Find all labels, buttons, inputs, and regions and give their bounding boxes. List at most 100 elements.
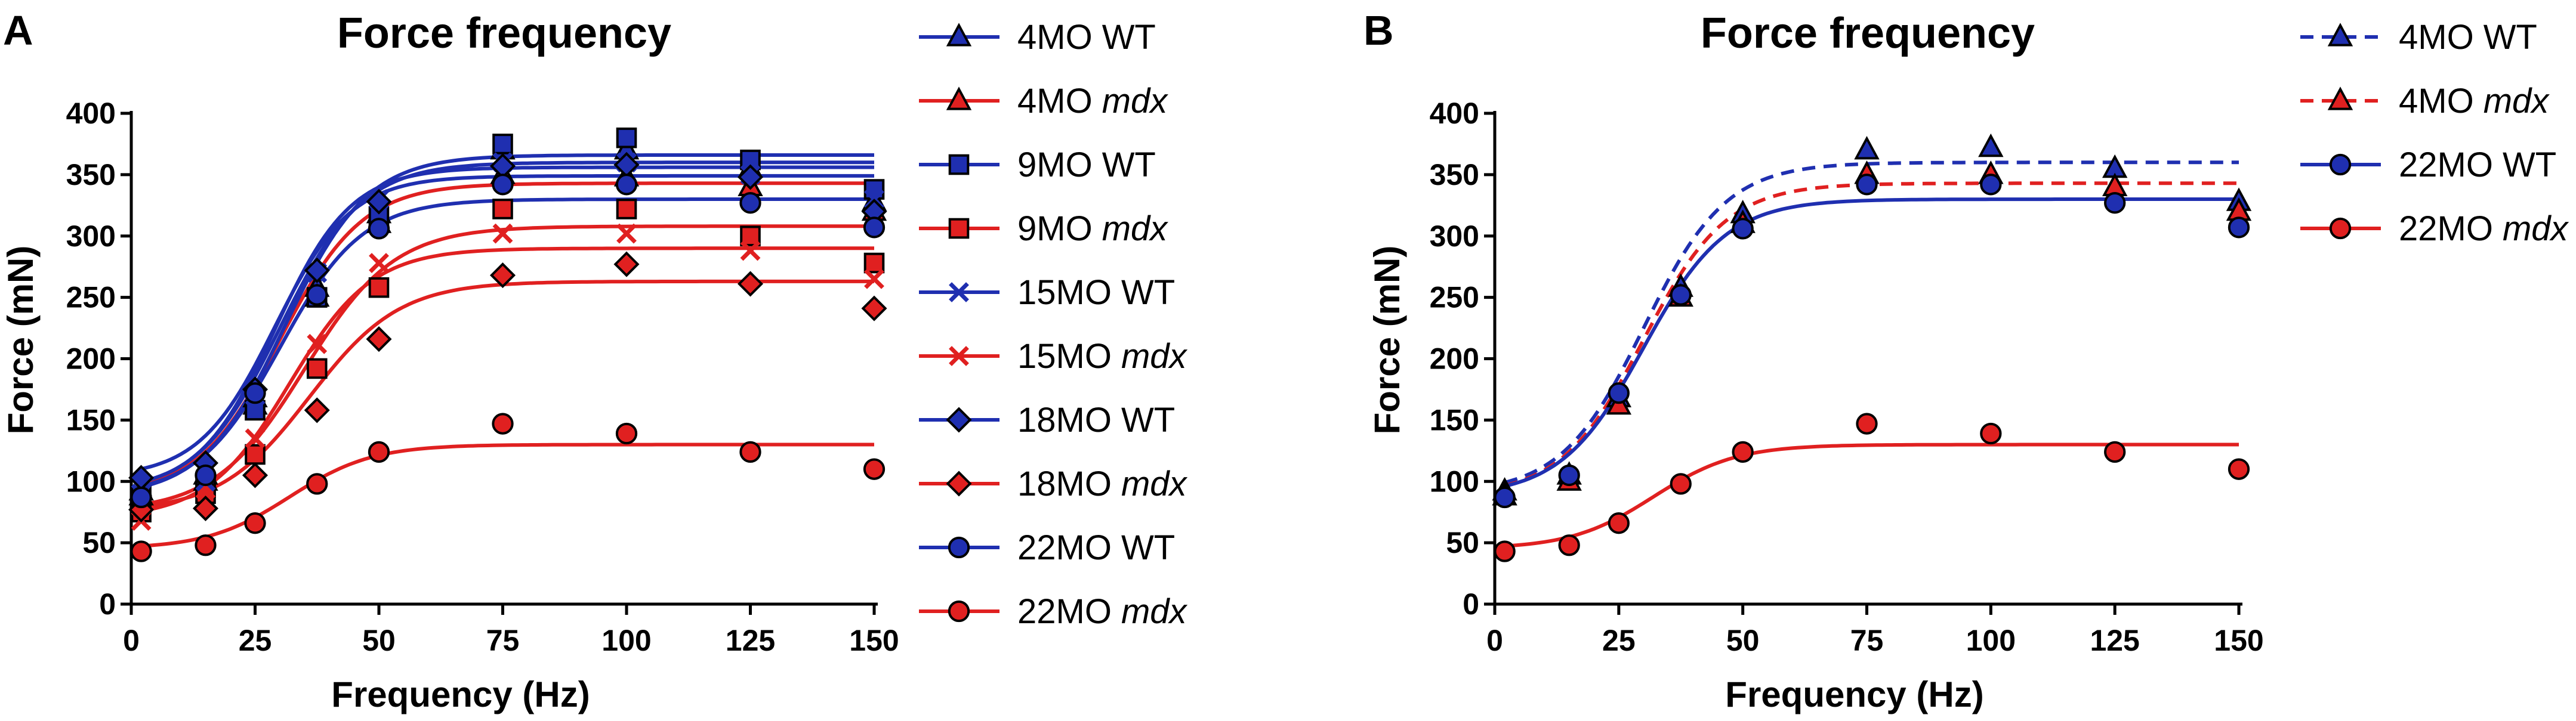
- data-point-22mo-wt: [306, 284, 328, 306]
- legend-label: 4MO WT: [1017, 18, 1156, 57]
- y-tick-label: 150: [1430, 403, 1479, 437]
- legend-age: 18MO: [1017, 465, 1112, 503]
- data-point-18mo-wt: [366, 188, 392, 215]
- legend-item-4mo-mdx: 4MO mdx: [919, 82, 1168, 120]
- data-point-15mo-mdx: [616, 223, 637, 244]
- legend-age: 4MO: [2399, 18, 2474, 57]
- legend-item-15mo-wt: 15MO WT: [919, 273, 1175, 312]
- legend-item-18mo-wt: 18MO WT: [919, 401, 1175, 440]
- x-tick-label: 150: [849, 624, 899, 657]
- legend-genotype: WT: [1121, 273, 1175, 312]
- legend-marker: [946, 471, 972, 497]
- legend-label: 18MO mdx: [1017, 465, 1188, 503]
- data-point-9mo-mdx: [863, 252, 885, 274]
- data-point-22mo-mdx: [1494, 540, 1516, 562]
- data-point-22mo-wt: [1980, 174, 2002, 196]
- data-point-22mo-mdx: [368, 441, 390, 463]
- y-tick-label: 50: [1446, 526, 1479, 559]
- y-tick-label: 200: [66, 342, 116, 376]
- data-point-22mo-wt: [130, 486, 152, 509]
- legend-genotype: mdx: [2503, 209, 2569, 248]
- y-tick-label: 250: [1430, 281, 1479, 314]
- x-tick-label: 75: [1850, 624, 1884, 657]
- data-point-9mo-mdx: [245, 444, 266, 465]
- data-point-22mo-mdx: [739, 441, 761, 463]
- data-point-18mo-mdx: [366, 326, 392, 352]
- legend-label: 15MO mdx: [1017, 337, 1188, 376]
- legend-age: 4MO: [1017, 82, 1093, 120]
- data-point-22mo-mdx: [195, 534, 217, 556]
- legend-genotype: WT: [1121, 401, 1175, 440]
- legend-item-4mo-mdx: 4MO mdx: [2300, 82, 2550, 120]
- legend-age: 4MO: [1017, 18, 1093, 57]
- data-point-9mo-mdx: [616, 199, 637, 219]
- y-tick-label: 200: [1430, 342, 1479, 376]
- y-tick-label: 350: [66, 158, 116, 191]
- legend-age: 9MO: [1017, 209, 1093, 248]
- legend-item-4mo-wt: 4MO WT: [919, 18, 1156, 57]
- legend-marker: [2329, 217, 2352, 240]
- x-axis-label-b: Frequency (Hz): [1725, 674, 1983, 714]
- y-tick-label: 300: [1430, 219, 1479, 253]
- data-point-15mo-mdx: [864, 268, 884, 289]
- y-axis-label-b: Force (mN): [1367, 246, 1407, 435]
- panel-b: B Force frequency 0501001502002503003504…: [1363, 7, 2569, 714]
- y-axis-label-a: Force (mN): [1, 246, 41, 435]
- legend-marker: [948, 218, 970, 239]
- chart-title-b: Force frequency: [1701, 10, 2035, 57]
- legend-item-22mo-mdx: 22MO mdx: [2300, 209, 2569, 248]
- legend-item-18mo-mdx: 18MO mdx: [919, 465, 1188, 503]
- data-point-18mo-mdx: [489, 262, 516, 289]
- legend-marker: [2329, 153, 2352, 176]
- data-point-22mo-mdx: [1670, 473, 1692, 495]
- legend-age: 18MO: [1017, 401, 1112, 440]
- data-point-22mo-wt: [368, 218, 390, 240]
- legend-marker: [946, 86, 972, 110]
- data-point-22mo-wt: [739, 192, 761, 214]
- legend-item-9mo-mdx: 9MO mdx: [919, 209, 1168, 248]
- data-point-22mo-mdx: [1856, 413, 1878, 435]
- data-point-9mo-wt: [492, 134, 513, 154]
- data-point-22mo-wt: [1856, 174, 1878, 196]
- x-tick-label: 25: [239, 624, 272, 657]
- x-tick-label: 150: [2214, 624, 2263, 657]
- data-point-22mo-mdx: [1608, 512, 1630, 534]
- panel-letter-b: B: [1363, 7, 1394, 54]
- x-tick-label: 0: [1486, 624, 1503, 657]
- y-tick-label: 300: [66, 219, 116, 253]
- y-tick-label: 50: [82, 526, 116, 559]
- legend-genotype: mdx: [2484, 82, 2550, 120]
- legend-marker: [948, 600, 970, 623]
- legend-label: 9MO WT: [1017, 146, 1156, 184]
- data-point-22mo-mdx: [2104, 441, 2126, 463]
- fit-curve-4mo-mdx: [1504, 181, 2239, 488]
- y-tick-label: 150: [66, 403, 116, 437]
- legend-label: 4MO WT: [2399, 18, 2537, 57]
- legend-age: 4MO: [2399, 82, 2474, 120]
- y-tick-label: 100: [1430, 465, 1479, 498]
- x-axis-label-a: Frequency (Hz): [331, 674, 590, 714]
- data-point-9mo-mdx: [492, 199, 513, 219]
- data-point-22mo-wt: [1558, 464, 1580, 487]
- data-point-22mo-wt: [1494, 486, 1516, 509]
- data-point-18mo-mdx: [242, 462, 269, 488]
- plot-area-b: 0 50 100 150 200 250 300 350 400 0 25 50 75 100 125 150: [1430, 97, 2264, 657]
- data-point-22mo-wt: [195, 464, 217, 487]
- data-point-18mo-mdx: [861, 295, 887, 321]
- data-point-22mo-wt: [863, 216, 886, 239]
- legend-genotype: WT: [1121, 528, 1175, 567]
- legend-item-22mo-mdx: 22MO mdx: [919, 592, 1188, 631]
- legend-label: 18MO WT: [1017, 401, 1175, 440]
- data-point-22mo-mdx: [1732, 441, 1754, 463]
- legend-b: 4MO WT 4MO mdx 22MO WT 22MO mdx: [2300, 18, 2569, 248]
- legend-genotype: mdx: [1102, 82, 1169, 120]
- x-tick-label: 75: [486, 624, 520, 657]
- legend-label: 4MO mdx: [2399, 82, 2550, 120]
- legend-item-9mo-wt: 9MO WT: [919, 146, 1156, 184]
- legend-marker: [949, 346, 969, 366]
- legend-item-22mo-wt: 22MO WT: [919, 528, 1175, 567]
- legend-label: 9MO mdx: [1017, 209, 1168, 248]
- legend-age: 22MO: [2399, 209, 2493, 248]
- legend-genotype: WT: [2503, 146, 2556, 184]
